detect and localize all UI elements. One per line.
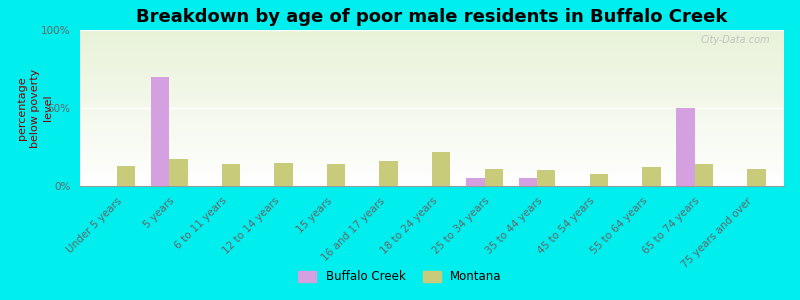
- Bar: [432, 152, 450, 186]
- Legend: Buffalo Creek, Montana: Buffalo Creek, Montana: [294, 266, 506, 288]
- Title: Breakdown by age of poor male residents in Buffalo Creek: Breakdown by age of poor male residents …: [136, 8, 728, 26]
- Bar: [117, 166, 135, 186]
- Bar: [694, 164, 713, 186]
- Bar: [274, 163, 293, 186]
- Bar: [222, 164, 240, 186]
- Y-axis label: percentage
below poverty
level: percentage below poverty level: [17, 68, 54, 148]
- Bar: [485, 169, 503, 186]
- Text: City-Data.com: City-Data.com: [700, 35, 770, 45]
- Bar: [151, 77, 170, 186]
- Bar: [642, 167, 661, 186]
- Bar: [170, 160, 188, 186]
- Bar: [379, 161, 398, 186]
- Bar: [537, 170, 555, 186]
- Bar: [518, 178, 537, 186]
- Bar: [747, 169, 766, 186]
- Bar: [590, 173, 608, 186]
- Bar: [676, 108, 694, 186]
- Bar: [327, 164, 346, 186]
- Bar: [466, 178, 485, 186]
